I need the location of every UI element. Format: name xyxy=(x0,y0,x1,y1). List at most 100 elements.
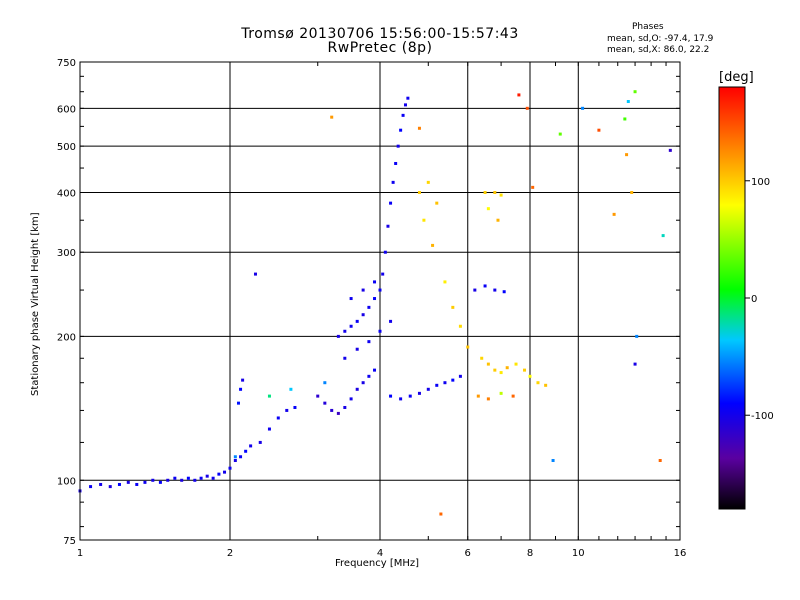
data-point xyxy=(293,405,297,409)
data-point xyxy=(217,472,221,476)
data-point xyxy=(391,180,395,184)
data-point xyxy=(383,250,387,254)
data-point xyxy=(244,449,248,453)
data-point xyxy=(135,482,139,486)
data-point xyxy=(355,387,359,391)
chart-subtitle: RwPretec (8p) xyxy=(327,40,433,56)
data-point xyxy=(531,185,535,189)
data-point xyxy=(158,480,162,484)
data-point xyxy=(361,313,365,317)
data-point xyxy=(394,161,398,165)
x-tick-label: 10 xyxy=(572,548,585,559)
data-point xyxy=(267,427,271,431)
data-point xyxy=(399,397,403,401)
data-point xyxy=(211,476,215,480)
data-point xyxy=(186,476,190,480)
x-axis-label: Frequency [MHz] xyxy=(335,558,420,569)
data-point xyxy=(378,288,382,292)
data-point xyxy=(451,378,455,382)
data-point xyxy=(451,305,455,309)
data-point xyxy=(612,212,616,216)
data-point xyxy=(267,394,271,398)
data-point xyxy=(630,190,634,194)
data-point xyxy=(336,411,340,415)
data-point xyxy=(236,401,240,405)
data-point xyxy=(349,397,353,401)
y-tick-label: 200 xyxy=(57,332,76,343)
y-tick-label: 300 xyxy=(57,248,76,259)
data-point xyxy=(476,394,480,398)
data-point xyxy=(417,190,421,194)
data-point xyxy=(249,444,253,448)
data-point xyxy=(483,284,487,288)
data-point xyxy=(389,394,393,398)
data-point xyxy=(486,397,490,401)
data-point xyxy=(330,408,334,412)
data-point xyxy=(330,115,334,119)
data-point xyxy=(166,478,170,482)
data-point xyxy=(466,345,470,349)
x-tick-label: 2 xyxy=(227,548,233,559)
data-point xyxy=(480,356,484,360)
data-point xyxy=(258,440,262,444)
y-tick-label: 100 xyxy=(57,476,76,487)
colorbar-tick-label: 0 xyxy=(751,294,757,305)
data-point xyxy=(285,408,289,412)
colorbar-ticks: 100 0 -100 xyxy=(745,177,774,422)
phases-o-stats: mean, sd,O: -97.4, 17.9 xyxy=(607,34,714,44)
data-point xyxy=(668,148,672,152)
data-point xyxy=(517,93,521,97)
data-point xyxy=(499,193,503,197)
data-point xyxy=(486,362,490,366)
data-point xyxy=(205,474,209,478)
data-point xyxy=(99,482,103,486)
data-point xyxy=(355,347,359,351)
data-point xyxy=(431,243,435,247)
data-point xyxy=(381,272,385,276)
data-point xyxy=(389,201,393,205)
data-point xyxy=(422,218,426,222)
data-point xyxy=(486,207,490,211)
data-point xyxy=(514,362,518,366)
data-point xyxy=(367,305,371,309)
data-point xyxy=(89,485,93,489)
data-point xyxy=(143,480,147,484)
data-point xyxy=(502,290,506,294)
data-point xyxy=(661,234,665,238)
x-tick-label: 6 xyxy=(465,548,471,559)
data-point xyxy=(386,224,390,228)
data-point xyxy=(633,90,637,94)
data-point xyxy=(378,329,382,333)
y-tick-label: 600 xyxy=(57,104,76,115)
colorbar-unit: [deg] xyxy=(719,70,754,85)
data-point xyxy=(373,280,377,284)
data-point xyxy=(117,482,121,486)
data-point xyxy=(323,401,327,405)
data-point xyxy=(483,190,487,194)
data-point xyxy=(276,416,280,420)
data-point xyxy=(499,371,503,375)
data-point xyxy=(597,128,601,132)
data-point xyxy=(396,144,400,148)
data-point xyxy=(493,190,497,194)
colorbar-tick-label: 100 xyxy=(751,177,770,188)
y-tick-label: 750 xyxy=(57,58,76,69)
data-point xyxy=(401,113,405,117)
data-point xyxy=(151,478,155,482)
data-point xyxy=(635,334,639,338)
data-point xyxy=(173,476,177,480)
data-point xyxy=(435,383,439,387)
y-tick-label: 500 xyxy=(57,142,76,153)
data-point xyxy=(239,455,243,459)
data-point xyxy=(403,103,407,107)
data-point xyxy=(373,368,377,372)
data-point xyxy=(223,470,227,474)
data-point xyxy=(408,394,412,398)
data-point xyxy=(544,383,548,387)
data-point xyxy=(439,512,443,516)
y-tick-label: 400 xyxy=(57,188,76,199)
colorbar-tick-label: -100 xyxy=(751,411,774,422)
data-point xyxy=(343,356,347,360)
data-point xyxy=(180,478,184,482)
